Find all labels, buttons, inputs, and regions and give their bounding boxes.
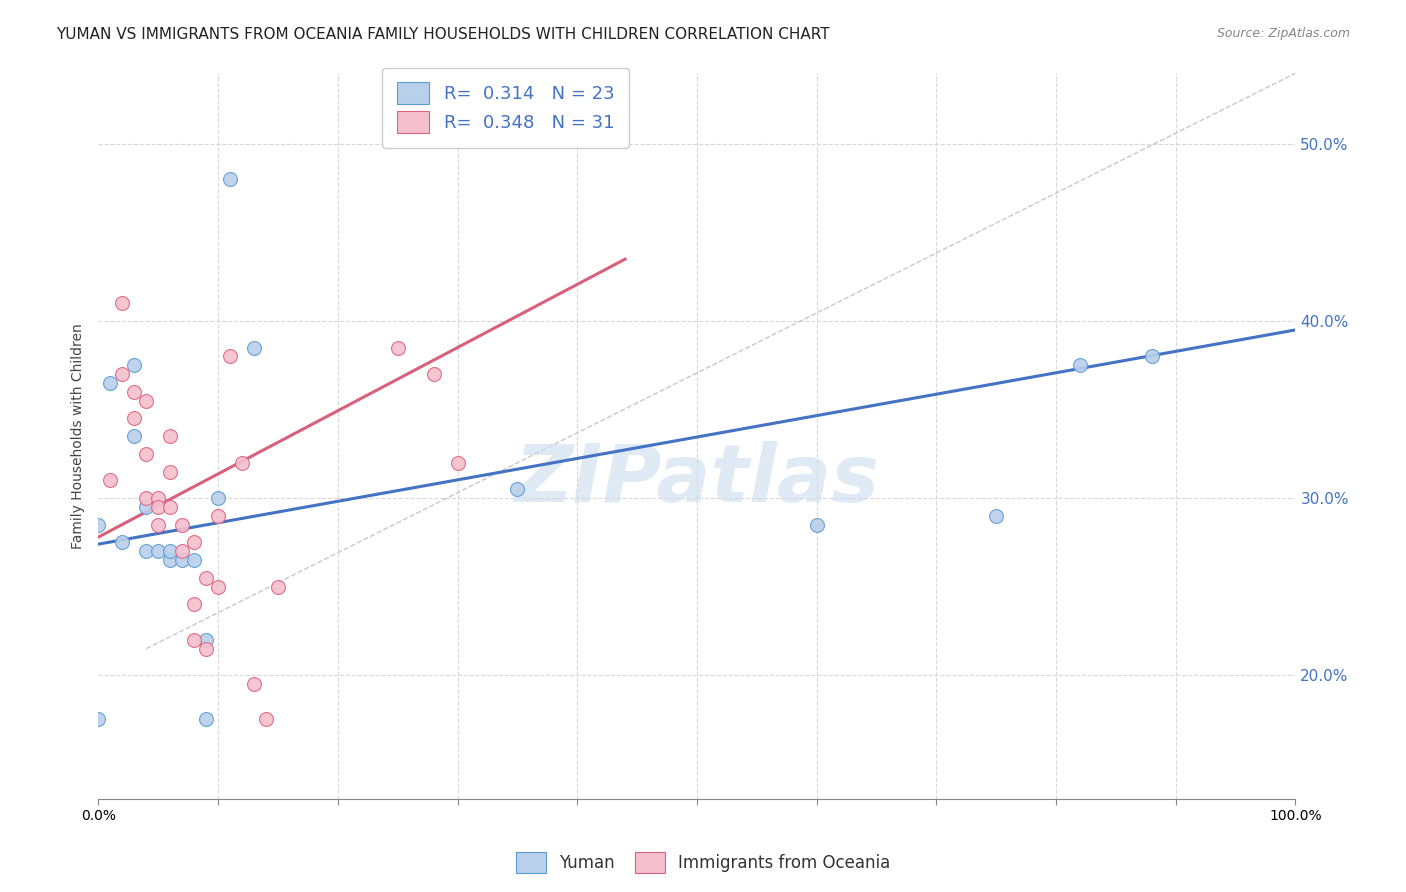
Point <box>172 544 194 558</box>
Y-axis label: Family Households with Children: Family Households with Children <box>72 323 86 549</box>
Point <box>387 341 409 355</box>
Point <box>148 491 170 505</box>
Point <box>148 544 170 558</box>
Point <box>183 535 205 549</box>
Point <box>100 376 122 390</box>
Text: Source: ZipAtlas.com: Source: ZipAtlas.com <box>1216 27 1350 40</box>
Point <box>219 350 242 364</box>
Point <box>135 447 157 461</box>
Point <box>195 641 218 656</box>
Point <box>446 456 468 470</box>
Point <box>231 456 253 470</box>
Point <box>195 713 218 727</box>
Point <box>148 517 170 532</box>
Point <box>183 597 205 611</box>
Point <box>207 491 229 505</box>
Point <box>183 553 205 567</box>
Point <box>159 429 181 443</box>
Text: ZIPatlas: ZIPatlas <box>515 441 879 518</box>
Point <box>207 508 229 523</box>
Point <box>219 172 242 186</box>
Point <box>87 713 110 727</box>
Point <box>135 544 157 558</box>
Point <box>243 677 266 691</box>
Point <box>111 296 134 310</box>
Point <box>159 465 181 479</box>
Point <box>148 500 170 514</box>
Point <box>111 535 134 549</box>
Point <box>124 411 146 425</box>
Point <box>111 367 134 381</box>
Point <box>243 341 266 355</box>
Legend: Yuman, Immigrants from Oceania: Yuman, Immigrants from Oceania <box>509 846 897 880</box>
Point <box>183 632 205 647</box>
Point <box>159 553 181 567</box>
Point <box>195 632 218 647</box>
Point <box>422 367 444 381</box>
Point <box>1140 350 1163 364</box>
Point <box>172 553 194 567</box>
Point <box>87 517 110 532</box>
Legend: R=  0.314   N = 23, R=  0.348   N = 31: R= 0.314 N = 23, R= 0.348 N = 31 <box>382 68 628 148</box>
Point <box>124 359 146 373</box>
Point <box>124 429 146 443</box>
Point <box>254 713 277 727</box>
Point <box>806 517 828 532</box>
Point <box>135 500 157 514</box>
Point <box>195 571 218 585</box>
Point <box>159 544 181 558</box>
Point <box>506 482 529 496</box>
Text: YUMAN VS IMMIGRANTS FROM OCEANIA FAMILY HOUSEHOLDS WITH CHILDREN CORRELATION CHA: YUMAN VS IMMIGRANTS FROM OCEANIA FAMILY … <box>56 27 830 42</box>
Point <box>207 580 229 594</box>
Point <box>172 517 194 532</box>
Point <box>267 580 290 594</box>
Point <box>135 393 157 408</box>
Point <box>100 474 122 488</box>
Point <box>1069 359 1091 373</box>
Point <box>124 384 146 399</box>
Point <box>159 500 181 514</box>
Point <box>135 491 157 505</box>
Point <box>986 508 1008 523</box>
